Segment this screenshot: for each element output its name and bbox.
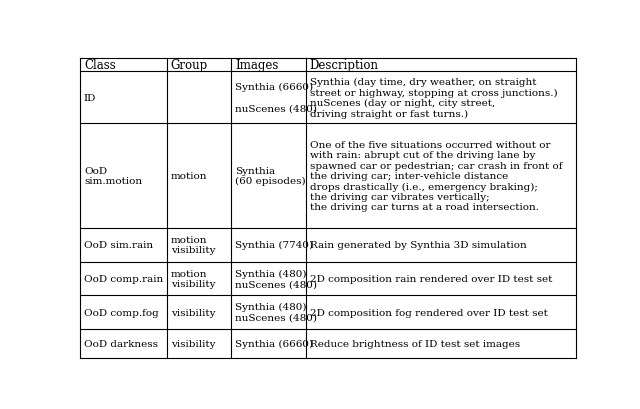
- Text: OoD comp.fog: OoD comp.fog: [84, 308, 159, 317]
- Text: 2D composition fog rendered over ID test set: 2D composition fog rendered over ID test…: [310, 308, 548, 317]
- Text: motion
visibility: motion visibility: [171, 269, 215, 288]
- Text: Class: Class: [84, 59, 116, 72]
- Text: OoD sim.rain: OoD sim.rain: [84, 240, 153, 249]
- Text: Synthia (6660): Synthia (6660): [236, 339, 314, 348]
- Text: One of the five situations occurred without or
with rain: abrupt cut of the driv: One of the five situations occurred with…: [310, 141, 562, 212]
- Text: motion: motion: [171, 172, 207, 181]
- Text: OoD darkness: OoD darkness: [84, 339, 158, 348]
- Text: Synthia (7740): Synthia (7740): [236, 240, 314, 249]
- Text: motion
visibility: motion visibility: [171, 236, 215, 255]
- Text: Synthia
(60 episodes): Synthia (60 episodes): [236, 166, 306, 186]
- Text: visibility: visibility: [171, 308, 215, 317]
- Text: Images: Images: [236, 59, 278, 72]
- Text: Reduce brightness of ID test set images: Reduce brightness of ID test set images: [310, 339, 520, 348]
- Text: OoD
sim.motion: OoD sim.motion: [84, 166, 142, 186]
- Text: Synthia (480)
nuScenes (480): Synthia (480) nuScenes (480): [236, 269, 317, 288]
- Text: visibility: visibility: [171, 339, 215, 348]
- Text: 2D composition rain rendered over ID test set: 2D composition rain rendered over ID tes…: [310, 274, 552, 283]
- Text: Synthia (6660)

nuScenes (480): Synthia (6660) nuScenes (480): [236, 83, 317, 113]
- Text: Description: Description: [310, 59, 379, 72]
- Text: Synthia (480)
nuScenes (480): Synthia (480) nuScenes (480): [236, 303, 317, 322]
- Text: ID: ID: [84, 94, 97, 103]
- Text: OoD comp.rain: OoD comp.rain: [84, 274, 163, 283]
- Text: Group: Group: [171, 59, 208, 72]
- Text: Synthia (day time, dry weather, on straight
street or highway, stopping at cross: Synthia (day time, dry weather, on strai…: [310, 78, 557, 118]
- Text: Rain generated by Synthia 3D simulation: Rain generated by Synthia 3D simulation: [310, 240, 526, 249]
